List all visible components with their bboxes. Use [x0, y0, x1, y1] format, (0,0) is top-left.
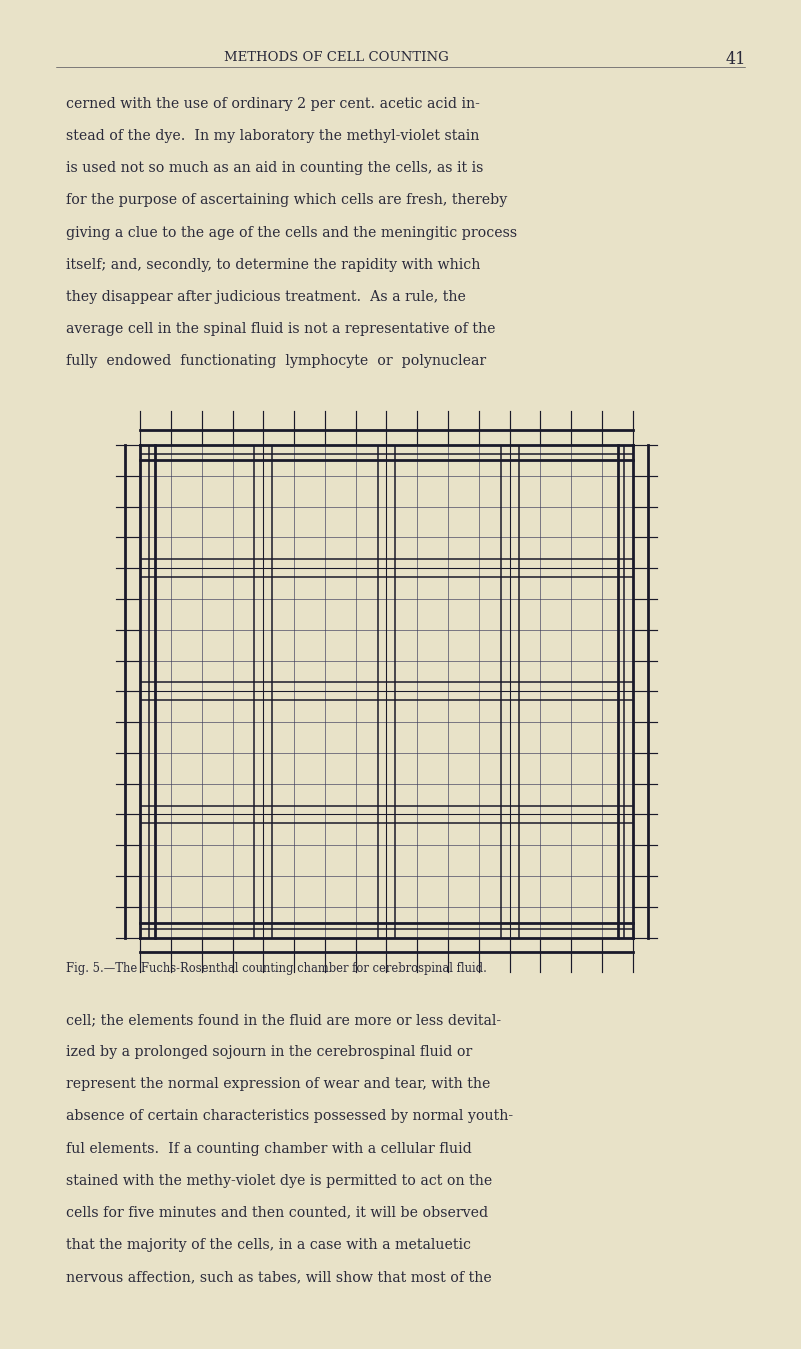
Text: Fig. 5.—The Fuchs-Rosenthal counting chamber for cerebrospinal fluid.: Fig. 5.—The Fuchs-Rosenthal counting cha… [66, 962, 486, 975]
Text: 41: 41 [725, 51, 746, 69]
Text: METHODS OF CELL COUNTING: METHODS OF CELL COUNTING [224, 51, 449, 65]
Text: fully  endowed  functionating  lymphocyte  or  polynuclear: fully endowed functionating lymphocyte o… [66, 353, 486, 368]
Text: average cell in the spinal fluid is not a representative of the: average cell in the spinal fluid is not … [66, 322, 495, 336]
Text: itself; and, secondly, to determine the rapidity with which: itself; and, secondly, to determine the … [66, 258, 480, 271]
Text: for the purpose of ascertaining which cells are fresh, thereby: for the purpose of ascertaining which ce… [66, 193, 507, 208]
Text: cell; the elements found in the fluid are more or less devital-: cell; the elements found in the fluid ar… [66, 1013, 501, 1027]
Text: stained with the methy-violet dye is permitted to act on the: stained with the methy-violet dye is per… [66, 1174, 492, 1187]
Text: that the majority of the cells, in a case with a metaluetic: that the majority of the cells, in a cas… [66, 1238, 471, 1252]
Text: represent the normal expression of wear and tear, with the: represent the normal expression of wear … [66, 1078, 490, 1091]
Text: cerned with the use of ordinary 2 per cent. acetic acid in-: cerned with the use of ordinary 2 per ce… [66, 97, 480, 111]
Text: cells for five minutes and then counted, it will be observed: cells for five minutes and then counted,… [66, 1206, 488, 1219]
Text: ful elements.  If a counting chamber with a cellular fluid: ful elements. If a counting chamber with… [66, 1141, 472, 1156]
Text: absence of certain characteristics possessed by normal youth-: absence of certain characteristics posse… [66, 1109, 513, 1124]
Text: ized by a prolonged sojourn in the cerebrospinal fluid or: ized by a prolonged sojourn in the cereb… [66, 1045, 472, 1059]
Text: stead of the dye.  In my laboratory the methyl-violet stain: stead of the dye. In my laboratory the m… [66, 130, 479, 143]
Text: is used not so much as an aid in counting the cells, as it is: is used not so much as an aid in countin… [66, 162, 483, 175]
Text: they disappear after judicious treatment.  As a rule, the: they disappear after judicious treatment… [66, 290, 465, 304]
Text: giving a clue to the age of the cells and the meningitic process: giving a clue to the age of the cells an… [66, 225, 517, 240]
Text: nervous affection, such as tabes, will show that most of the: nervous affection, such as tabes, will s… [66, 1269, 492, 1284]
